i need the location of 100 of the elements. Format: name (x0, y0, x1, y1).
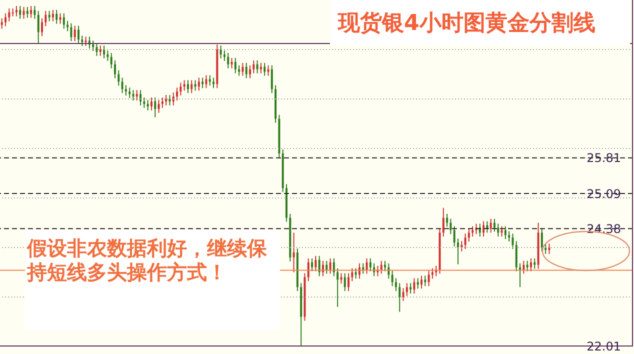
candlestick (504, 226, 506, 240)
candlestick (497, 223, 500, 238)
candlestick (81, 35, 84, 47)
candlestick (428, 270, 430, 287)
candlestick (402, 288, 404, 302)
candlestick (183, 80, 186, 92)
candlestick (30, 5, 32, 18)
candlestick (512, 233, 514, 250)
candlestick (260, 62, 262, 74)
candlestick (92, 40, 94, 52)
candlestick (146, 99, 149, 111)
candlestick (234, 57, 236, 74)
candlestick (154, 97, 156, 118)
candlestick (326, 260, 328, 274)
candlestick (66, 20, 69, 32)
candlestick (186, 80, 189, 94)
candlestick (508, 230, 510, 242)
candlestick (114, 60, 116, 79)
candlestick (37, 10, 40, 44)
candlestick (354, 268, 357, 280)
candlestick (245, 62, 248, 79)
candlestick (136, 90, 138, 101)
candlestick (362, 262, 364, 274)
candlestick (548, 243, 550, 254)
candlestick (96, 42, 98, 56)
candlestick (544, 243, 547, 254)
candlestick (230, 57, 233, 69)
candlestick (194, 80, 196, 92)
candlestick (8, 8, 10, 22)
candlestick (150, 97, 152, 111)
candlestick (348, 272, 350, 292)
candlestick (482, 220, 485, 238)
candlestick (464, 233, 466, 250)
candlestick (15, 5, 18, 17)
candlestick (391, 270, 394, 287)
candlestick (77, 25, 80, 44)
candlestick (519, 262, 522, 288)
candlestick (314, 255, 317, 272)
candlestick (99, 45, 102, 56)
candlestick (442, 207, 444, 238)
candlestick (128, 87, 131, 99)
candlestick (180, 82, 182, 96)
candlestick (256, 60, 258, 74)
candlestick (340, 272, 342, 284)
candlestick (416, 278, 419, 290)
candlestick (198, 77, 200, 92)
candlestick (292, 232, 295, 273)
candlestick (424, 275, 426, 287)
candlestick (56, 9, 58, 24)
candlestick (344, 272, 346, 292)
candlestick (431, 268, 434, 280)
candlestick (242, 62, 244, 76)
candlestick (176, 87, 178, 101)
candlestick (329, 258, 332, 274)
candlestick (369, 258, 372, 272)
candlestick (168, 94, 171, 106)
candlestick (106, 50, 109, 62)
text: 现货银4小时图黄金分割线 (338, 10, 596, 38)
candlestick (48, 10, 50, 22)
candlestick (44, 10, 47, 27)
candlestick (4, 12, 7, 27)
candlestick (530, 258, 532, 272)
candlestick (143, 97, 146, 108)
candlestick (468, 228, 470, 242)
candlestick (220, 45, 222, 59)
candlestick (456, 238, 459, 265)
candlestick (19, 5, 22, 20)
candlestick (202, 77, 204, 89)
candlestick (540, 228, 543, 252)
candlestick (366, 258, 368, 274)
candlestick (311, 258, 314, 272)
candlestick (118, 70, 120, 86)
candlestick (223, 50, 226, 62)
candlestick (103, 45, 106, 59)
candlestick (22, 6, 25, 20)
candlestick (384, 260, 386, 272)
candlestick (165, 94, 168, 106)
candlestick (74, 25, 76, 42)
candlestick (70, 22, 72, 42)
candlestick (190, 80, 193, 94)
candlestick (472, 226, 474, 238)
candlestick (62, 12, 65, 30)
candlestick (59, 12, 62, 24)
candlestick (238, 64, 240, 76)
candlestick (161, 97, 164, 108)
candlestick (515, 240, 518, 272)
candlestick (140, 90, 142, 106)
candlestick (500, 226, 503, 238)
candlestick (351, 268, 354, 282)
candlestick (172, 92, 174, 106)
candlestick (493, 218, 496, 232)
candlestick (446, 213, 448, 228)
candlestick (522, 260, 525, 274)
candlestick (380, 260, 382, 274)
candlestick (534, 258, 536, 270)
candlestick (270, 64, 273, 94)
candlestick (526, 260, 528, 272)
candlestick (420, 275, 422, 290)
candlestick (84, 36, 87, 47)
candlestick (394, 278, 397, 292)
